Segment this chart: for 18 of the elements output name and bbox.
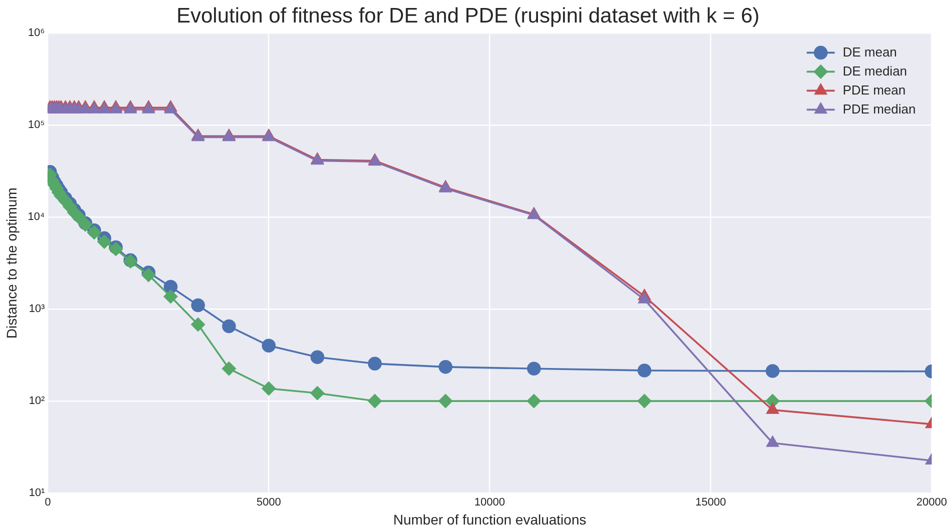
y-tick-label: 10² [28, 395, 46, 408]
y-axis-title: Distance to the optimum [3, 188, 20, 339]
y-tick-label: 10⁶ [28, 27, 45, 40]
legend-label: PDE mean [842, 82, 906, 98]
chart-title: Evolution of fitness for DE and PDE (ruspini dataset with k = 6) [176, 4, 760, 28]
x-tick-label: 5000 [256, 496, 281, 509]
x-tick-label: 20000 [916, 496, 948, 509]
x-axis-title: Number of function evaluations [393, 511, 586, 528]
legend-label: DE median [842, 63, 908, 78]
y-tick-label: 10¹ [28, 487, 46, 500]
legend-label: PDE median [842, 101, 916, 116]
x-tick-label: 10000 [474, 496, 506, 509]
legend-label: DE mean [842, 44, 897, 60]
x-tick-label: 0 [44, 496, 51, 509]
y-tick-label: 10⁴ [28, 211, 46, 224]
x-tick-label: 15000 [695, 496, 726, 509]
y-tick-label: 10⁵ [28, 119, 45, 132]
y-tick-label: 10³ [28, 303, 46, 316]
